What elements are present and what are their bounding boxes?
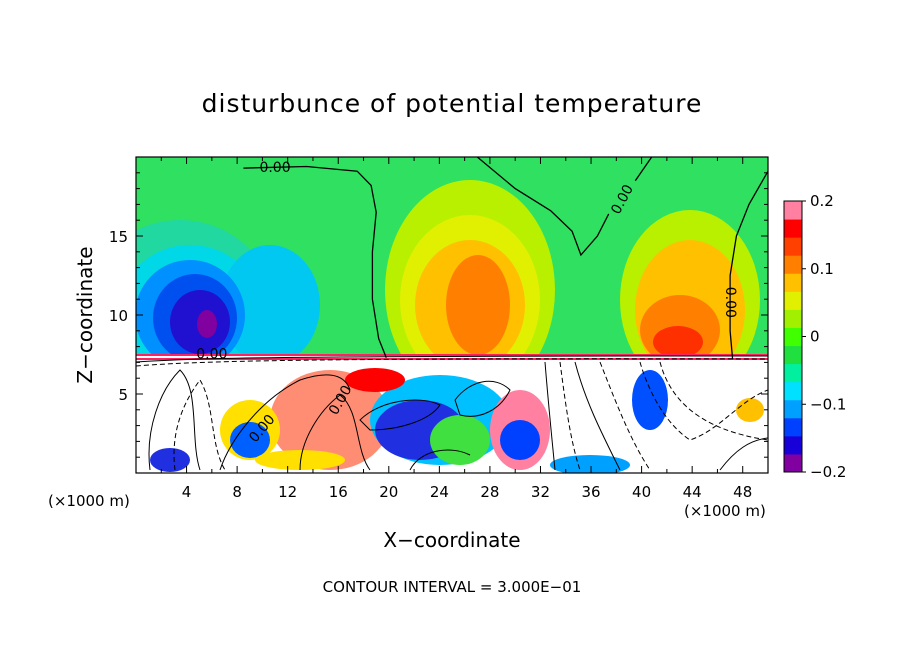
x-tick-label: 24 [430,483,449,501]
colorbar-swatch [784,399,802,419]
y-tick-label: 5 [118,386,128,404]
x-tick-label: 28 [480,483,499,501]
x-tick-label: 44 [683,483,702,501]
x-unit-left: (×1000 m) [48,492,130,510]
contour-label: 0.00 [259,160,290,176]
zero-contour-3 [729,170,768,360]
y-tick-label: 10 [109,307,128,325]
chart-title: disturbunce of potential temperature [202,89,703,118]
contour-label: 0.00 [722,287,738,318]
contour-label: 0.00 [196,347,227,363]
colorbar-tick-label: −0.2 [810,463,846,481]
colorbar-swatch [784,273,802,292]
x-tick-label: 16 [329,483,348,501]
x-tick-label: 36 [581,483,600,501]
x-tick-label: 4 [182,483,192,501]
colorbar-swatch [784,417,802,437]
zero-contour-0 [243,165,387,358]
zero-contour-lines [243,157,768,360]
y-tick-label: 15 [109,228,128,246]
colorbar-tick-label: 0.2 [810,192,834,210]
zero-contour-1 [476,157,610,257]
colorbar-swatch [784,453,802,473]
x-tick-label: 32 [531,483,550,501]
x-axis-label: X−coordinate [383,528,520,552]
contour-interval-note: CONTOUR INTERVAL = 3.000E−01 [323,578,582,596]
colorbar-tick-label: −0.1 [810,395,846,413]
colorbar-swatch [784,291,802,310]
colorbar-swatch [784,435,802,455]
x-tick-label: 48 [733,483,752,501]
x-tick-label: 12 [278,483,297,501]
colorbar-swatch [784,363,802,383]
y-axis-label: Z−coordinate [73,246,97,383]
colorbar-swatch [784,381,802,401]
colorbar-swatch [784,345,802,365]
colorbar: 0.2 0.1 0 −0.1 −0.2 [783,192,846,481]
colorbar-swatch [784,219,802,238]
x-tick-label: 40 [632,483,651,501]
x-tick-label: 8 [232,483,242,501]
y-axis: 5 10 15 [109,172,768,458]
colorbar-swatch [784,309,802,328]
colorbar-swatch [784,201,802,220]
colorbar-swatch [784,255,802,274]
colorbar-swatch [784,237,802,256]
x-unit-right: (×1000 m) [684,502,766,520]
x-axis: 4 8 12 16 20 24 28 32 36 40 44 48 [160,157,752,501]
colorbar-tick-label: 0.1 [810,260,834,278]
colorbar-tick-label: 0 [810,328,820,346]
colorbar-swatch [784,327,802,347]
x-tick-label: 20 [379,483,398,501]
zero-contour-2 [634,157,653,182]
lower-contour-lines [136,355,768,471]
heatmap-field [136,157,768,473]
